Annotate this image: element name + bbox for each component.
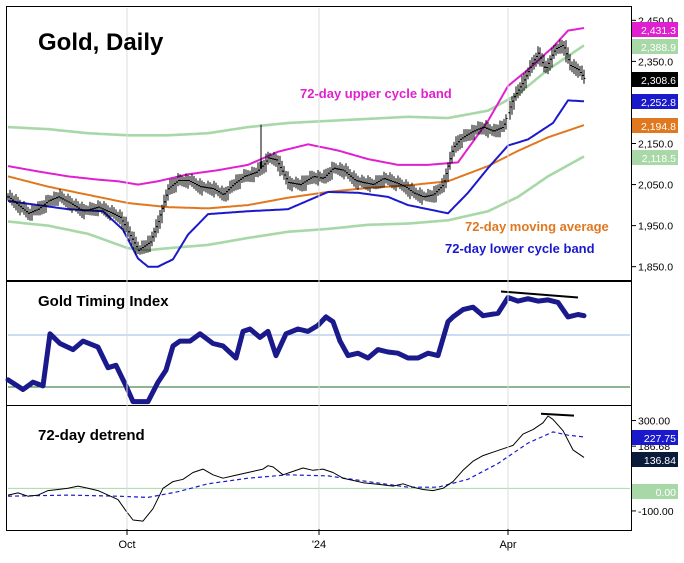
lower-cycle-band-annotation: 72-day lower cycle band xyxy=(445,241,595,256)
series-line-upper-outer-band xyxy=(7,44,585,137)
x-tick-label-24: '24 xyxy=(312,539,326,551)
timing-panel-title: Gold Timing Index xyxy=(38,293,169,310)
price-layer xyxy=(6,27,586,268)
moving-average-annotation: 72-day moving average xyxy=(465,219,609,234)
series-line-lower-outer-band xyxy=(7,155,585,252)
detrend-value-tag-label-detrend: 136.84 xyxy=(644,455,676,467)
detrend-value-tag-detrend xyxy=(632,452,678,467)
timing-divergence-line xyxy=(500,290,579,299)
x-tick-label-oct: Oct xyxy=(118,539,135,551)
price-y-tick-label: 1,950.0 xyxy=(638,221,673,233)
detrend-value-tag-smoothed xyxy=(632,430,678,445)
price-value-tag-label-lower-outer-band: 2,118.5 xyxy=(642,153,676,165)
series-line-72-day-moving-average xyxy=(7,124,585,210)
price-value-tag-lower-cycle-band xyxy=(632,94,678,109)
price-panel-title: Gold, Daily xyxy=(38,29,164,56)
price-value-tag-72-day-moving-average xyxy=(632,118,678,133)
price-value-tag-lower-outer-band xyxy=(632,150,678,165)
detrend-value-tag-label-zero-line: 0.00 xyxy=(656,487,677,499)
price-value-tag-label-72-day-moving-average: 2,194.8 xyxy=(641,121,676,133)
detrend-value-tag-zero-line xyxy=(632,484,678,499)
series-line-72-day-detrend xyxy=(7,415,585,522)
price-y-tick-label: 2,150.0 xyxy=(638,139,673,151)
tag-layer: 2,431.3 2,388.9 2,308.6 2,252.8 2,194.8 2,118… xyxy=(632,22,678,499)
detrend-divergence-line xyxy=(540,412,575,417)
x-tick-label-apr: Apr xyxy=(499,539,516,551)
detrend-value-tag-label-smoothed: 227.75 xyxy=(644,433,676,445)
price-value-tag-label-price: 2,308.6 xyxy=(641,75,676,87)
series-line-72-day-upper-cycle-band xyxy=(7,27,585,186)
price-y-tick-label: 1,850.0 xyxy=(638,262,673,274)
price-value-tag-price xyxy=(632,72,678,87)
detrend-y-tick-label: -100.00 xyxy=(638,506,674,518)
price-y-tick-label: 2,050.0 xyxy=(638,180,673,192)
series-line-gold-timing-index xyxy=(5,295,587,405)
price-y-tick-label: 2,350.0 xyxy=(638,56,673,68)
series-line-smoothed xyxy=(7,431,585,499)
price-value-tag-label-lower-cycle-band: 2,252.8 xyxy=(641,97,676,109)
detrend-panel-title: 72-day detrend xyxy=(38,427,145,444)
price-value-tag-upper-cycle-band xyxy=(632,22,678,37)
price-value-tag-label-upper-outer-band: 2,388.9 xyxy=(641,42,676,54)
price-value-tag-upper-outer-band xyxy=(632,39,678,54)
detrend-y-tick-label: 300.00 xyxy=(638,416,670,428)
price-value-tag-label-upper-cycle-band: 2,431.3 xyxy=(641,25,676,37)
upper-cycle-band-annotation: 72-day upper cycle band xyxy=(300,86,452,101)
